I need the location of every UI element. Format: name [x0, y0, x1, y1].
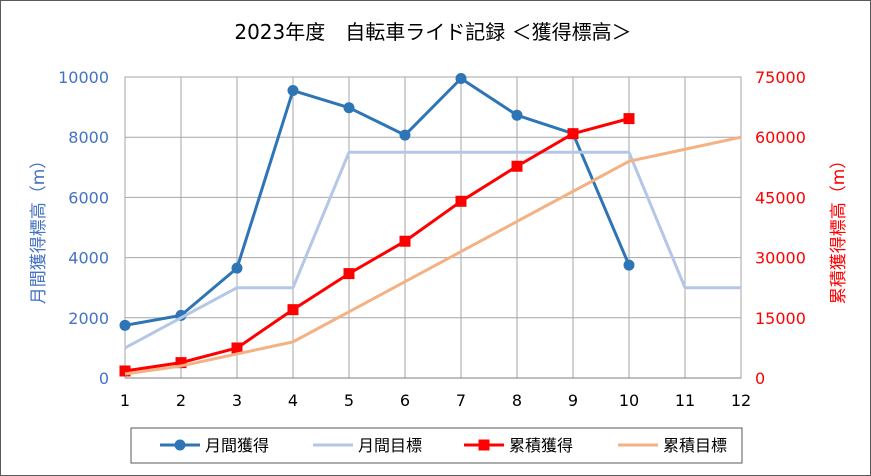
- y-right-tick-label: 0: [755, 369, 765, 388]
- plot-area-border: [124, 76, 742, 379]
- legend-label-1: 月間獲得: [205, 436, 269, 455]
- series: [119, 73, 742, 377]
- series-point-3: [567, 128, 579, 140]
- x-tick-label: 6: [400, 391, 410, 410]
- series-line-3: [124, 117, 630, 373]
- series-point-1: [119, 319, 131, 331]
- series-point-1: [399, 129, 411, 141]
- series-point-1: [511, 109, 523, 121]
- y-right-tick-label: 60000: [755, 128, 806, 147]
- x-tick-label: 7: [456, 391, 466, 410]
- x-tick-label: 9: [568, 391, 578, 410]
- x-tick-label: 10: [619, 391, 639, 410]
- y-right-tick-label: 75000: [755, 68, 806, 87]
- x-tick-label: 4: [288, 391, 298, 410]
- series-point-3: [343, 268, 355, 280]
- legend-label-3: 累積獲得: [509, 436, 573, 455]
- series-point-3: [119, 365, 131, 377]
- grid: [124, 76, 742, 379]
- x-tick-label: 12: [731, 391, 751, 410]
- series-point-3: [455, 195, 467, 207]
- x-tick-label: 2: [176, 391, 186, 410]
- series-point-3: [287, 304, 299, 316]
- series-line-2: [124, 150, 741, 350]
- legend-label-2: 月間目標: [358, 436, 422, 455]
- x-tick-label: 11: [675, 391, 695, 410]
- y-left-tick-label: 10000: [58, 68, 109, 87]
- legend: 月間獲得 月間目標 累積獲得 累積目標: [130, 427, 743, 464]
- series-point-3: [175, 357, 187, 369]
- y-axis-right-label: 累積獲得標高（m）: [829, 152, 849, 305]
- series-point-1: [455, 73, 467, 85]
- x-tick-label: 1: [120, 391, 130, 410]
- y-left-tick-label: 4000: [68, 249, 109, 268]
- series-point-1: [623, 259, 635, 271]
- y-left-tick-label: 0: [99, 369, 109, 388]
- y-left-tick-label: 2000: [68, 309, 109, 328]
- x-tick-label: 3: [232, 391, 242, 410]
- y-axis-left-label: 月間獲得標高（m）: [29, 152, 49, 305]
- y-right-tick-label: 30000: [755, 249, 806, 268]
- series-line-1: [124, 77, 631, 327]
- series-point-1: [343, 102, 355, 114]
- series-point-3: [399, 235, 411, 247]
- y-right-tick-label: 15000: [755, 309, 806, 328]
- y-left-tick-label: 8000: [68, 128, 109, 147]
- y-right-tick-label: 45000: [755, 188, 806, 207]
- chart-title: 2023年度 自転車ライド記録 ＜獲得標高＞: [234, 20, 631, 44]
- x-tick-label: 5: [344, 391, 354, 410]
- legend-marker-3: [478, 439, 490, 451]
- series-point-1: [287, 85, 299, 97]
- axes: 0 0 2000 15000 4000 30000 6000 45000 8000 60000 10…: [58, 68, 806, 410]
- series-point-3: [511, 160, 523, 172]
- x-tick-label: 8: [512, 391, 522, 410]
- series-line-4: [124, 135, 742, 376]
- legend-marker-1: [174, 439, 186, 451]
- y-left-tick-label: 6000: [68, 188, 109, 207]
- series-point-3: [231, 342, 243, 354]
- legend-label-4: 累積目標: [663, 436, 727, 455]
- series-point-3: [623, 113, 635, 125]
- series-point-1: [231, 262, 243, 274]
